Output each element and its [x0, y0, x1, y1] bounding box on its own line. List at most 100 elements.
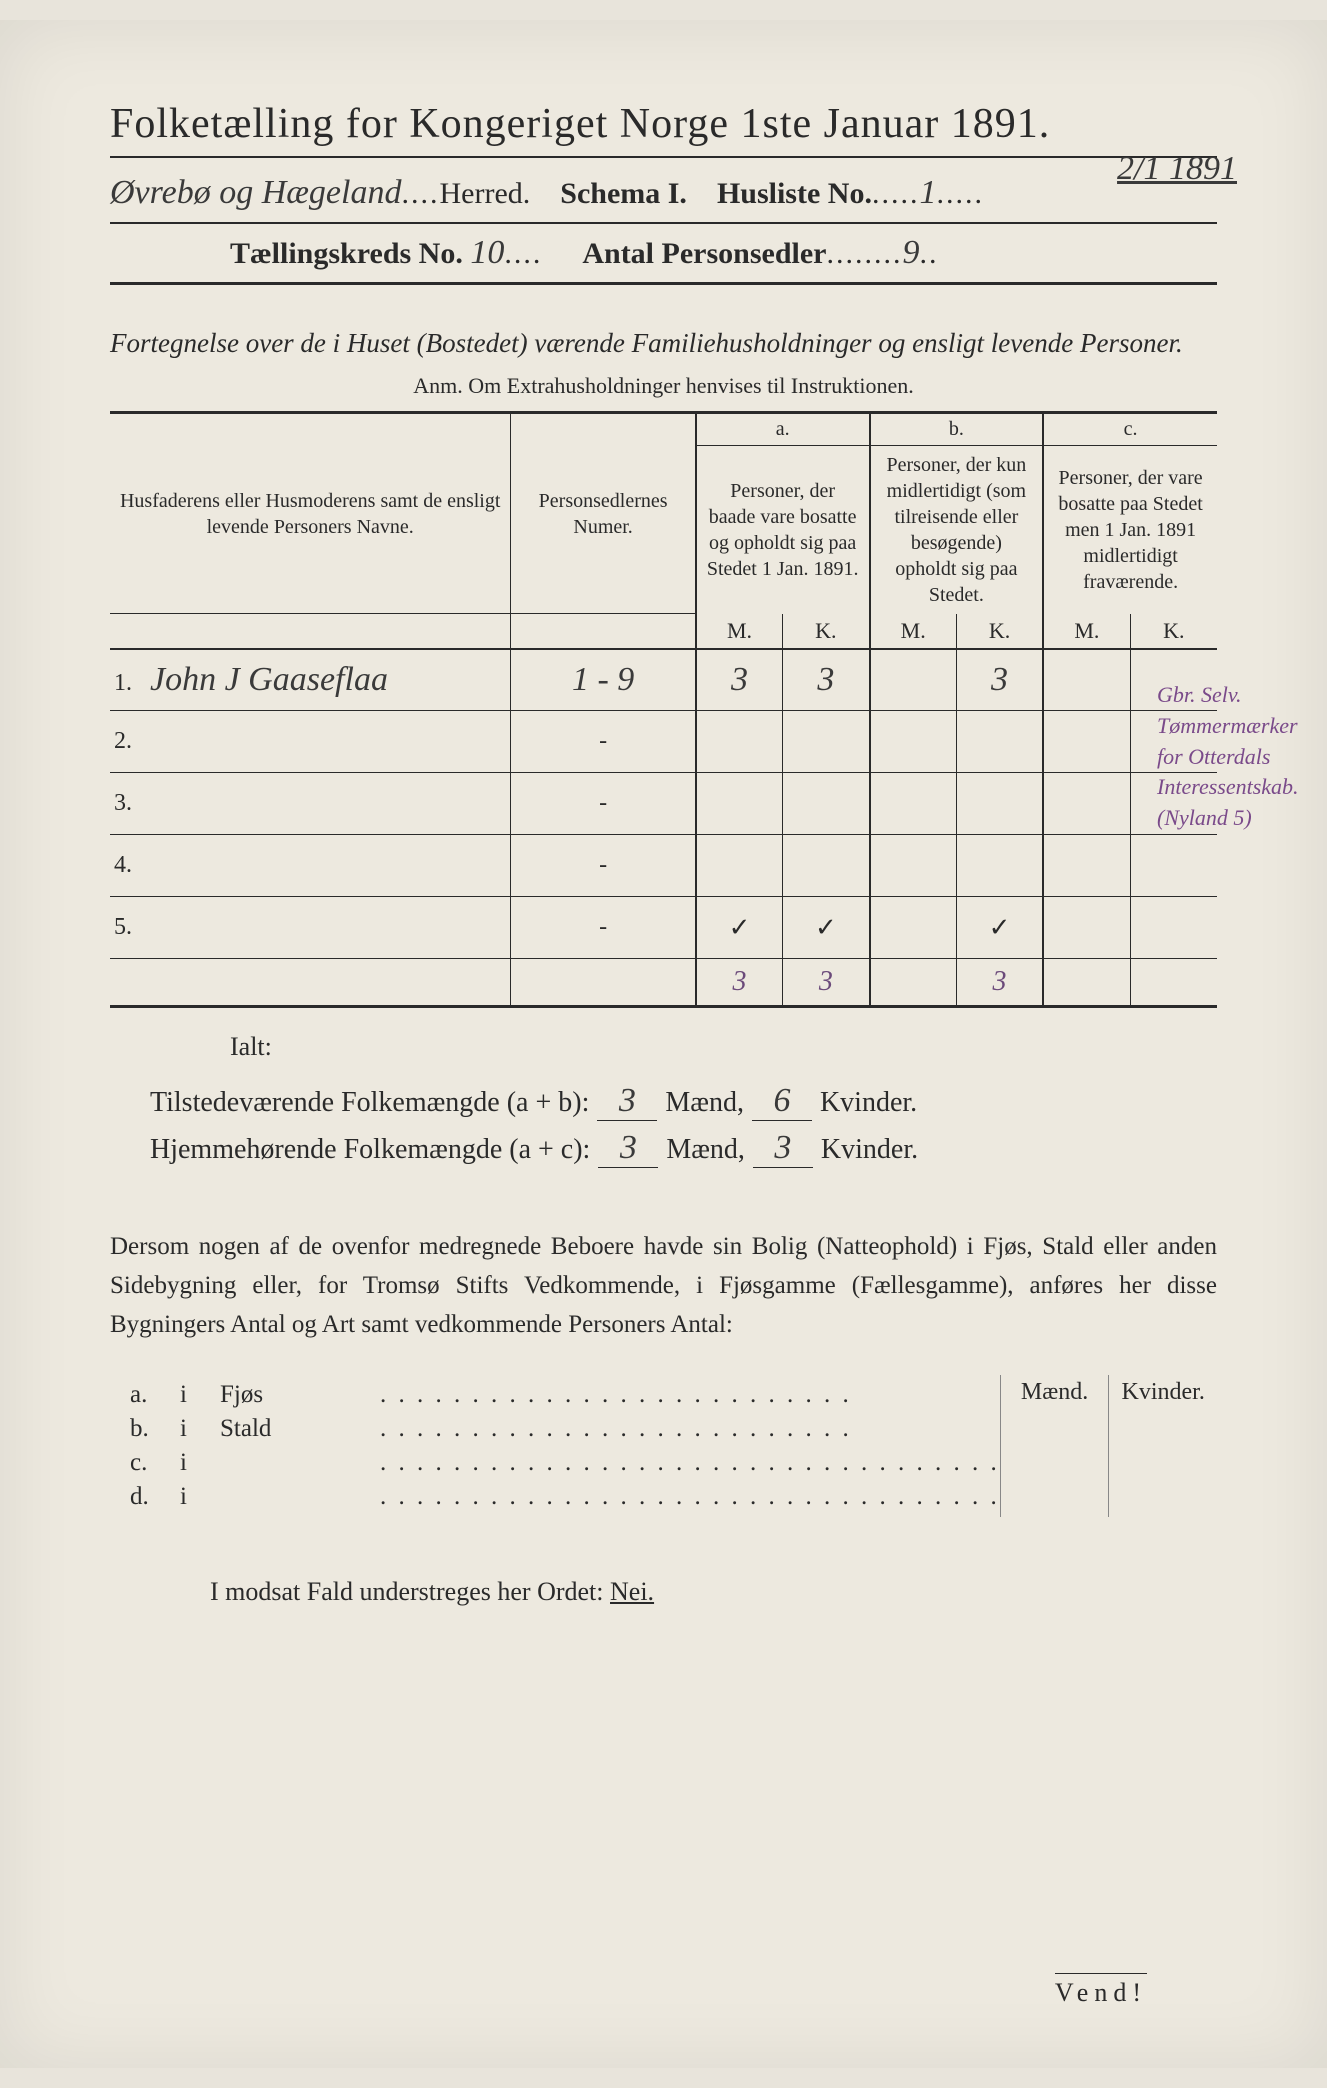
kreds-label: Tællingskreds No.: [230, 237, 463, 271]
header-row-1: Øvrebø og Hægeland .... Herred. Schema I…: [110, 164, 1217, 224]
dots: .....: [936, 177, 984, 211]
anm-note: Anm. Om Extrahusholdninger henvises til …: [110, 373, 1217, 399]
dots: ........: [826, 237, 902, 271]
dots: . . . . . . . . . . . . . . . . . . . . …: [380, 1483, 1000, 1511]
row-num: 1.: [114, 670, 144, 697]
side-building-counts: Mænd. Kvinder.: [1000, 1375, 1217, 1517]
page-title: Folketælling for Kongeriget Norge 1ste J…: [110, 100, 1217, 158]
total-b-k: 3: [993, 966, 1007, 997]
mk-b-m: M.: [870, 614, 957, 649]
census-form-page: 2/1 1891 Folketælling for Kongeriget Nor…: [0, 20, 1327, 2068]
val-b-k: ✓: [989, 913, 1011, 942]
table-row: 4. -: [110, 835, 1217, 897]
sedler: -: [599, 790, 607, 816]
col-maend: Mænd.: [1001, 1375, 1110, 1517]
val-a-k: 3: [817, 661, 834, 698]
total-a-m: 3: [732, 966, 746, 997]
table-row: 5. - ✓ ✓ ✓: [110, 897, 1217, 959]
table-letter-row: Husfaderens eller Husmoderens samt de en…: [110, 412, 1217, 445]
table-row: 2. -: [110, 711, 1217, 773]
nei-word: Nei.: [610, 1577, 654, 1606]
summary-m-label: Mænd,: [665, 1087, 744, 1119]
row-letter: b.: [130, 1415, 180, 1443]
col-letter-a: a.: [696, 412, 870, 445]
row-num: 3.: [114, 790, 144, 817]
husliste-label: Husliste No.: [717, 177, 872, 211]
list-item: d. i . . . . . . . . . . . . . . . . . .…: [130, 1483, 1000, 1511]
mk-b-k: K.: [956, 614, 1043, 649]
summary-present: Tilstedeværende Folkemængde (a + b): 3 M…: [150, 1082, 1217, 1121]
table-row: 1. John J Gaaseflaa 1 - 9 3 3 3: [110, 649, 1217, 711]
sedler: 1 - 9: [572, 661, 634, 698]
sedler: -: [599, 914, 607, 940]
col-head-c: Personer, der vare bosatte paa Stedet me…: [1043, 445, 1217, 614]
herred-handwritten: Øvrebø og Hægeland: [110, 174, 401, 212]
dots: . . . . . . . . . . . . . . . . . . . . …: [380, 1415, 1000, 1443]
summary-m-val: 3: [597, 1082, 657, 1121]
i-label: i: [180, 1381, 220, 1409]
summary-k-label: Kvinder.: [821, 1134, 918, 1166]
summary-k-val: 6: [752, 1082, 812, 1121]
dots: . . . . . . . . . . . . . . . . . . . . …: [380, 1381, 1000, 1409]
sedler: -: [599, 852, 607, 878]
totals-row: 3 3 3: [110, 959, 1217, 1007]
antal-no: 9: [902, 234, 919, 272]
row-letter: a.: [130, 1381, 180, 1409]
nei-prefix: I modsat Fald understreges her Ordet:: [210, 1577, 610, 1606]
list-item: a. i Fjøs . . . . . . . . . . . . . . . …: [130, 1381, 1000, 1409]
mk-a-m: M.: [696, 614, 783, 649]
summary-label: Hjemmehørende Folkemængde (a + c):: [150, 1134, 590, 1166]
list-item: b. i Stald . . . . . . . . . . . . . . .…: [130, 1415, 1000, 1443]
header-row-2: Tællingskreds No. 10 .... Antal Personse…: [110, 224, 1217, 285]
row-num: 4.: [114, 852, 144, 879]
husliste-no: 1: [919, 174, 936, 212]
sedler: -: [599, 728, 607, 754]
mk-c-m: M.: [1043, 614, 1130, 649]
table-mk-row: M. K. M. K. M. K.: [110, 614, 1217, 649]
i-label: i: [180, 1449, 220, 1477]
list-item: c. i . . . . . . . . . . . . . . . . . .…: [130, 1449, 1000, 1477]
row-letter: d.: [130, 1483, 180, 1511]
turn-over-label: Vend!: [1055, 1973, 1147, 2008]
schema-label: Schema I.: [560, 177, 687, 211]
building-name: Stald: [220, 1415, 380, 1443]
table-row: 3. -: [110, 773, 1217, 835]
row-num: 2.: [114, 728, 144, 755]
ialt-label: Ialt:: [230, 1032, 1217, 1062]
summary-label: Tilstedeværende Folkemængde (a + b):: [150, 1087, 589, 1119]
kreds-no: 10: [470, 234, 504, 272]
mk-a-k: K.: [783, 614, 870, 649]
col-head-b: Personer, der kun midlertidigt (som tilr…: [870, 445, 1044, 614]
side-building-list: a. i Fjøs . . . . . . . . . . . . . . . …: [130, 1375, 1000, 1517]
val-a-k: ✓: [815, 913, 837, 942]
col-head-names: Husfaderens eller Husmoderens samt de en…: [110, 412, 511, 614]
summary-k-label: Kvinder.: [820, 1087, 917, 1119]
col-letter-c: c.: [1043, 412, 1217, 445]
dots: .....: [872, 177, 920, 211]
summary-m-val: 3: [598, 1129, 658, 1168]
row-letter: c.: [130, 1449, 180, 1477]
nei-line: I modsat Fald understreges her Ordet: Ne…: [210, 1577, 1217, 1607]
mk-c-k: K.: [1130, 614, 1217, 649]
title-text: Folketælling for Kongeriget Norge 1ste J…: [110, 100, 1050, 148]
margin-annotation: Gbr. Selv. Tømmermærker for Otterdals In…: [1157, 680, 1297, 834]
summary-m-label: Mænd,: [666, 1134, 745, 1166]
date-annotation: 2/1 1891: [1117, 150, 1237, 188]
col-head-a: Personer, der baade vare bosatte og opho…: [696, 445, 870, 614]
col-head-sedler: Personsedlernes Numer.: [511, 412, 696, 614]
val-a-m: ✓: [729, 913, 751, 942]
summary-k-val: 3: [753, 1129, 813, 1168]
row-num: 5.: [114, 914, 144, 941]
dots: ..: [919, 237, 938, 271]
antal-label: Antal Personsedler: [582, 237, 826, 271]
dots: ....: [401, 177, 439, 211]
subtitle: Fortegnelse over de i Huset (Bostedet) v…: [110, 325, 1217, 363]
val-b-k: 3: [991, 661, 1008, 698]
side-building-paragraph: Dersom nogen af de ovenfor medregnede Be…: [110, 1228, 1217, 1344]
total-a-k: 3: [819, 966, 833, 997]
val-a-m: 3: [731, 661, 748, 698]
census-table: Husfaderens eller Husmoderens samt de en…: [110, 411, 1217, 1009]
herred-label: Herred.: [439, 177, 530, 211]
col-kvinder: Kvinder.: [1109, 1375, 1217, 1517]
dots: . . . . . . . . . . . . . . . . . . . . …: [380, 1449, 1000, 1477]
